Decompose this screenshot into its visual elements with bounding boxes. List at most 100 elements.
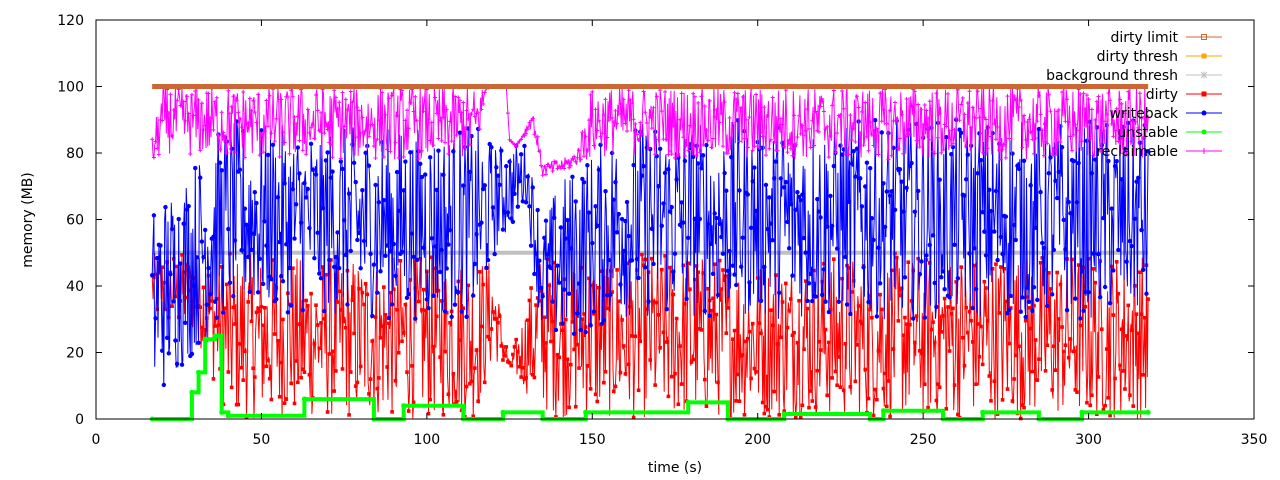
data-point xyxy=(383,313,388,317)
data-point xyxy=(949,311,954,316)
data-point xyxy=(324,272,328,277)
data-point xyxy=(638,339,643,344)
x-tick-label: 0 xyxy=(92,432,101,448)
data-point xyxy=(1055,270,1059,275)
data-point xyxy=(264,364,269,369)
data-point xyxy=(358,364,363,369)
data-point xyxy=(752,165,757,170)
data-point xyxy=(307,130,312,135)
data-point xyxy=(1051,153,1056,158)
data-point xyxy=(1061,217,1066,223)
data-point xyxy=(941,314,945,318)
data-point xyxy=(802,133,807,138)
data-point xyxy=(1010,151,1015,156)
data-point xyxy=(160,265,164,270)
legend-label: dirty limit xyxy=(1110,30,1178,46)
data-point xyxy=(232,150,237,155)
data-point xyxy=(293,202,299,207)
data-point xyxy=(924,253,929,258)
data-point xyxy=(1002,142,1007,147)
data-point xyxy=(636,275,641,281)
data-point xyxy=(214,95,219,100)
data-point xyxy=(608,292,613,297)
data-point xyxy=(330,349,335,354)
data-point xyxy=(588,387,593,391)
data-point xyxy=(922,102,927,107)
data-point xyxy=(477,127,482,132)
data-point xyxy=(165,260,169,264)
data-point xyxy=(332,264,337,270)
data-point xyxy=(385,365,389,369)
data-point xyxy=(930,233,936,238)
data-point xyxy=(720,144,725,149)
data-point xyxy=(651,299,656,304)
data-point xyxy=(1025,120,1030,125)
data-point xyxy=(1040,128,1045,133)
data-point xyxy=(726,306,730,310)
data-point xyxy=(979,324,983,329)
data-point xyxy=(661,137,666,142)
data-point xyxy=(348,248,353,254)
data-point xyxy=(1129,243,1134,249)
data-point xyxy=(813,109,818,114)
data-point xyxy=(1106,91,1111,96)
data-point xyxy=(181,221,186,226)
data-point xyxy=(353,384,358,388)
data-point xyxy=(765,407,770,412)
data-point xyxy=(917,271,923,277)
data-point xyxy=(932,340,937,345)
data-point xyxy=(1111,268,1116,273)
data-point xyxy=(1084,93,1089,98)
data-point xyxy=(386,315,392,321)
data-point xyxy=(515,204,521,209)
data-point xyxy=(610,116,615,121)
data-point xyxy=(153,272,158,277)
data-point xyxy=(780,300,785,304)
data-point xyxy=(363,282,368,286)
data-point xyxy=(748,225,754,231)
data-point xyxy=(937,177,942,182)
data-point xyxy=(614,230,620,235)
data-point xyxy=(884,121,889,126)
data-point xyxy=(459,110,464,115)
data-point xyxy=(932,151,937,156)
data-point xyxy=(405,108,410,113)
data-point xyxy=(461,183,466,188)
data-point xyxy=(631,162,636,168)
data-point xyxy=(1071,349,1076,354)
data-point xyxy=(719,111,724,116)
data-point xyxy=(915,188,921,194)
data-point xyxy=(421,109,426,114)
data-point xyxy=(1038,189,1043,195)
data-point xyxy=(641,263,646,268)
data-point xyxy=(586,118,591,123)
data-point xyxy=(913,340,917,345)
legend-item: unstable xyxy=(1118,125,1222,141)
data-point xyxy=(850,290,854,294)
data-point xyxy=(393,273,398,279)
data-point xyxy=(292,236,297,241)
data-point xyxy=(757,321,762,326)
data-point xyxy=(299,375,303,380)
data-point xyxy=(939,330,944,334)
data-point xyxy=(419,148,424,153)
data-point xyxy=(347,108,352,113)
data-point xyxy=(164,335,170,341)
data-point xyxy=(1059,145,1065,150)
data-point xyxy=(745,192,750,197)
data-point xyxy=(322,317,327,321)
data-point xyxy=(1028,183,1033,188)
data-point xyxy=(425,269,429,274)
data-point xyxy=(1094,99,1099,104)
data-point xyxy=(831,163,837,169)
data-point xyxy=(778,176,784,181)
data-point xyxy=(384,243,390,248)
data-point xyxy=(811,143,816,148)
data-point xyxy=(741,353,745,357)
data-point xyxy=(982,229,987,234)
data-point xyxy=(482,380,487,385)
data-point xyxy=(527,204,532,209)
data-point xyxy=(909,103,914,108)
data-point xyxy=(290,186,296,192)
